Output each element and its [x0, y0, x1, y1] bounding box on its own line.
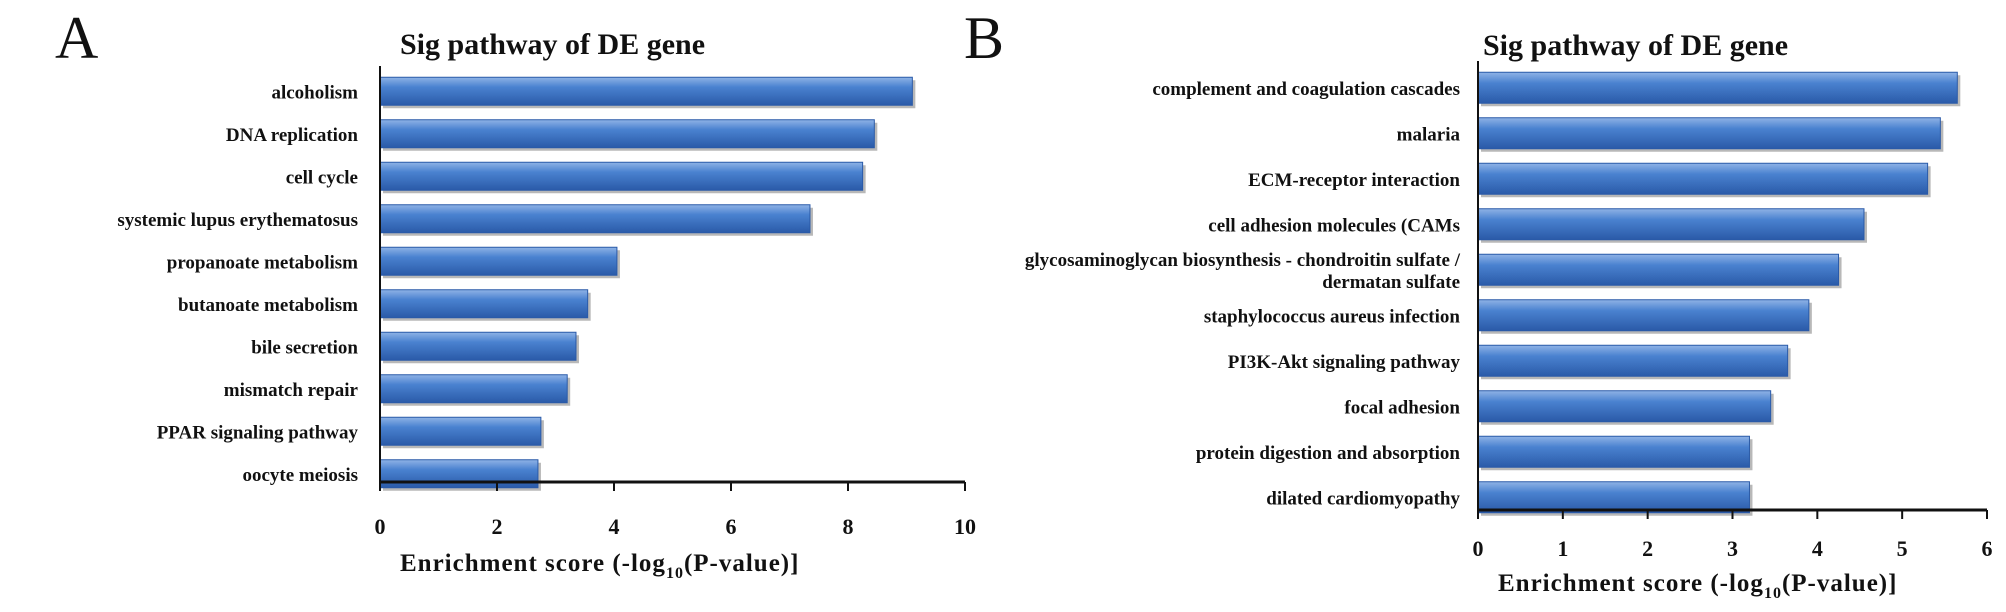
chart-1-category-label: staphylococcus aureus infection — [1204, 306, 1461, 327]
chart-1-bar — [1477, 253, 1840, 286]
chart-0-panel-letter: A — [55, 5, 98, 71]
chart-0-bar — [379, 76, 913, 106]
chart-1-bar — [1477, 162, 1929, 195]
chart-0-category-label: DNA replication — [226, 125, 359, 146]
chart-1-bar — [1477, 71, 1958, 104]
chart-0-category-label: cell cycle — [286, 167, 358, 188]
chart-0-category-label: propanoate metabolism — [167, 252, 358, 273]
chart-1-category-label: dermatan sulfate — [1322, 272, 1460, 293]
chart-1-bar — [1477, 344, 1789, 377]
chart-0-category-label: systemic lupus erythematosus — [117, 210, 358, 231]
chart-1-bar — [1477, 390, 1772, 423]
chart-0-x-axis-title: Enrichment score (-log10(P-value)] — [400, 550, 799, 582]
chart-1-category-label: PI3K-Akt signaling pathway — [1228, 352, 1461, 373]
chart-0-x-tick-label: 0 — [375, 514, 386, 539]
chart-1-x-axis-title: Enrichment score (-log10(P-value)] — [1498, 570, 1897, 602]
chart-1-x-tick-label: 6 — [1982, 536, 1993, 561]
chart-0-x-tick-label: 2 — [492, 514, 503, 539]
chart-0-category-label: oocyte meiosis — [242, 465, 358, 486]
chart-1-category-label: glycosaminoglycan biosynthesis - chondro… — [1025, 250, 1461, 271]
chart-1-x-tick-label: 0 — [1473, 536, 1484, 561]
chart-0-x-tick-label: 6 — [726, 514, 737, 539]
chart-0-x-tick-label: 10 — [954, 514, 976, 539]
chart-1-category-label: protein digestion and absorption — [1196, 443, 1461, 464]
chart-0-bar — [379, 246, 618, 276]
chart-0-x-tick-label: 8 — [843, 514, 854, 539]
chart-0-category-label: PPAR signaling pathway — [157, 422, 359, 443]
chart-0-category-label: mismatch repair — [224, 380, 359, 401]
chart-1-category-label: focal adhesion — [1344, 397, 1460, 418]
chart-1-x-tick-label: 1 — [1557, 536, 1568, 561]
chart-1-bar — [1477, 299, 1810, 332]
chart-0-title: Sig pathway of DE gene — [400, 28, 705, 61]
chart-1-panel-letter: B — [964, 5, 1004, 71]
chart-0-category-label: bile secretion — [251, 337, 358, 358]
chart-1-category-label: complement and coagulation cascades — [1152, 79, 1460, 100]
chart-1-x-tick-label: 2 — [1642, 536, 1653, 561]
chart-1-category-label: cell adhesion molecules (CAMs — [1208, 215, 1460, 236]
chart-0-bar — [379, 289, 589, 319]
chart-1-bar — [1477, 208, 1865, 241]
chart-1-title: Sig pathway of DE gene — [1483, 29, 1788, 62]
chart-0-bar — [379, 331, 577, 361]
chart-1-bar — [1477, 435, 1750, 468]
chart-0-bar — [379, 374, 568, 404]
chart-1-category-label: ECM-receptor interaction — [1248, 170, 1460, 191]
chart-1-bar — [1477, 481, 1750, 514]
chart-1-x-tick-label: 3 — [1727, 536, 1738, 561]
chart-1-category-label: dilated cardiomyopathy — [1266, 488, 1460, 509]
chart-0-bar — [379, 204, 811, 234]
chart-1-x-tick-label: 4 — [1812, 536, 1823, 561]
chart-1-x-tick-label: 5 — [1897, 536, 1908, 561]
chart-0-category-label: alcoholism — [271, 82, 358, 103]
chart-panel-b: B Sig pathway of DE gene complement and co… — [964, 5, 1993, 602]
chart-1-bar — [1477, 117, 1941, 150]
chart-0-category-label: butanoate metabolism — [178, 295, 358, 316]
chart-panel-a: A Sig pathway of DE gene alcoholism DNA rep… — [55, 5, 976, 582]
chart-0-bar — [379, 416, 542, 446]
chart-0-bar — [379, 459, 539, 489]
chart-0-x-tick-label: 4 — [609, 514, 620, 539]
chart-0-bar — [379, 119, 875, 149]
chart-0-bar — [379, 161, 864, 191]
chart-1-category-label: malaria — [1397, 124, 1461, 145]
